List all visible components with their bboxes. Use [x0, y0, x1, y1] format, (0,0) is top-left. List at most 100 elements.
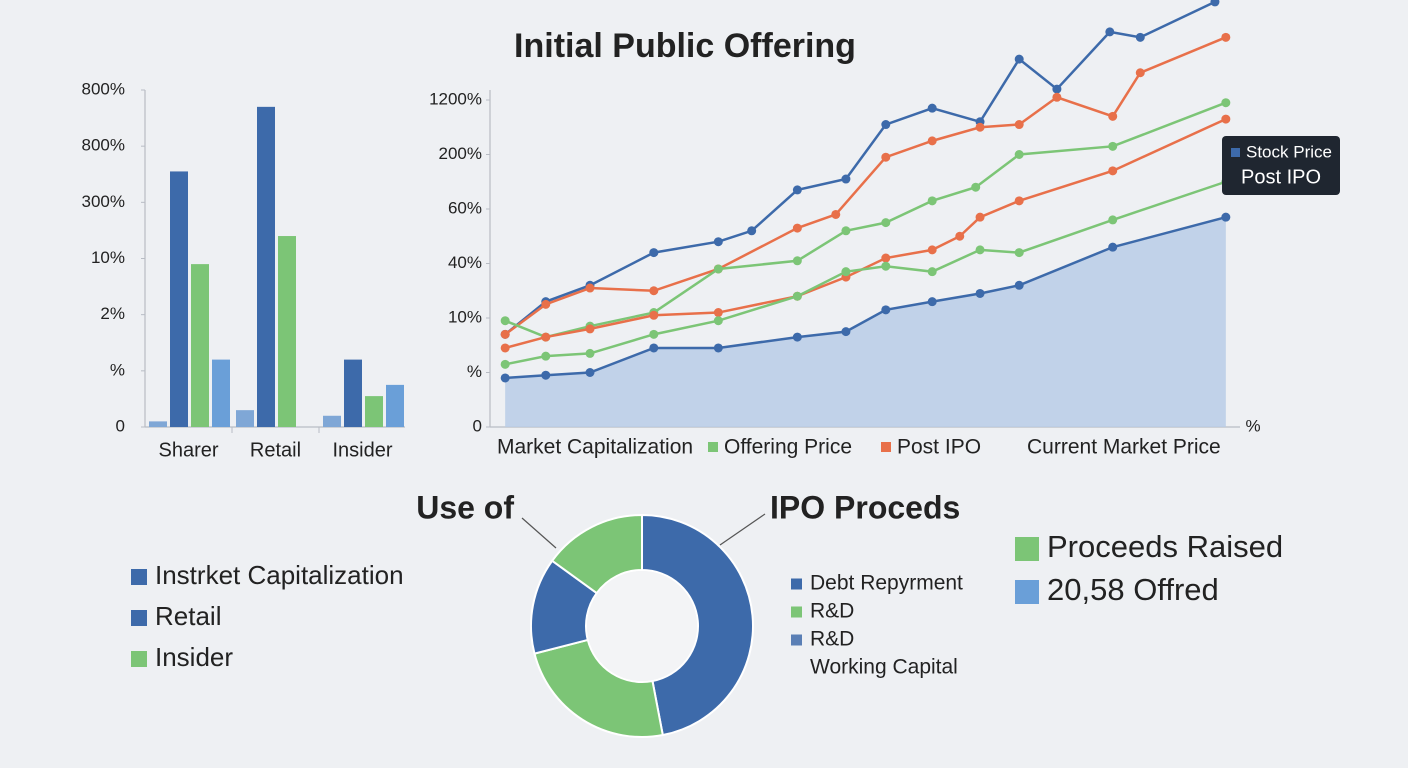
point [713, 316, 723, 326]
legend-marker [1015, 537, 1039, 561]
point [955, 231, 965, 241]
point [713, 308, 723, 318]
y-tick-label: 2% [100, 304, 125, 323]
y-tick-label: 40% [448, 253, 482, 272]
legend-marker [791, 606, 802, 618]
point [500, 329, 510, 339]
point [1108, 215, 1118, 225]
donut-segment [533, 638, 664, 738]
x-tick-label: Insider [332, 439, 392, 461]
point [1014, 248, 1024, 258]
legend-marker [708, 442, 718, 452]
page-title: Initial Public Offering [514, 27, 856, 65]
tooltip-marker [1231, 148, 1240, 157]
legend-label: Insider [155, 642, 233, 672]
legend-label: R&D [810, 628, 854, 651]
point [975, 245, 985, 255]
y-tick-label: 1200% [429, 89, 482, 108]
point [841, 226, 851, 236]
point [1052, 92, 1062, 102]
point [841, 267, 851, 277]
point [1014, 280, 1024, 290]
point [881, 261, 891, 271]
y-tick-label: 800% [82, 79, 125, 98]
donut-segment [550, 513, 643, 595]
tooltip [1222, 136, 1340, 195]
legend-marker [791, 578, 802, 590]
y-tick-label: 800% [82, 136, 125, 155]
bar [191, 264, 209, 427]
bar [212, 359, 230, 427]
point [1135, 32, 1145, 42]
legend-label: Retail [155, 601, 221, 631]
legend-marker [881, 442, 891, 452]
point [881, 152, 891, 162]
y-tick-label: 0 [473, 416, 482, 435]
point [1221, 32, 1231, 42]
point [927, 267, 937, 277]
donut-title: IPO Proceds [770, 489, 960, 525]
y-tick-label: 60% [448, 198, 482, 217]
point [713, 237, 723, 247]
point [841, 327, 851, 337]
point [1014, 150, 1024, 159]
point [747, 226, 757, 236]
point [927, 297, 937, 307]
y-tick-label: % [110, 360, 125, 379]
point [1210, 0, 1220, 7]
point [881, 218, 891, 228]
point [927, 196, 937, 206]
point [649, 310, 659, 320]
point [1221, 212, 1231, 222]
y-tick-label: 0 [116, 416, 125, 435]
bar [323, 415, 341, 427]
donut-segment [641, 513, 754, 737]
bar [149, 421, 167, 427]
legend-label: Current Market Price [1027, 436, 1221, 459]
bar [365, 396, 383, 427]
legend-label: Market Capitalization [497, 436, 693, 459]
y-tick-label: 200% [439, 144, 482, 163]
point [792, 291, 802, 301]
point [927, 136, 937, 146]
point [831, 209, 841, 219]
point [1108, 166, 1118, 176]
point [1221, 114, 1231, 124]
point [927, 245, 937, 255]
point [585, 348, 595, 358]
point [1221, 98, 1231, 108]
bar [236, 410, 254, 427]
point [585, 283, 595, 293]
donut-title: Use of [416, 489, 514, 525]
line [504, 117, 1227, 350]
legend-label: Instrket Capitalization [155, 560, 404, 590]
point [541, 351, 551, 361]
bar [344, 359, 362, 427]
point [1105, 27, 1115, 37]
point [975, 212, 985, 222]
y-tick-label: 10% [91, 248, 125, 267]
tooltip-label: Stock Price [1246, 142, 1332, 161]
point [792, 223, 802, 233]
point [713, 264, 723, 274]
x-tick-label: Retail [250, 439, 301, 461]
point [1108, 111, 1118, 121]
point [1014, 120, 1024, 130]
point [881, 120, 891, 130]
point [541, 370, 551, 380]
point [649, 343, 659, 353]
point [881, 305, 891, 315]
point [792, 256, 802, 266]
point [713, 343, 723, 353]
tooltip-sublabel: Post IPO [1241, 166, 1321, 188]
point [975, 122, 985, 132]
point [541, 332, 551, 342]
x-tick-label: Sharer [158, 439, 218, 461]
right-axis-label: % [1245, 416, 1260, 435]
point [649, 286, 659, 296]
point [649, 248, 659, 258]
point [585, 368, 595, 377]
point [500, 316, 510, 326]
point [1014, 196, 1024, 206]
